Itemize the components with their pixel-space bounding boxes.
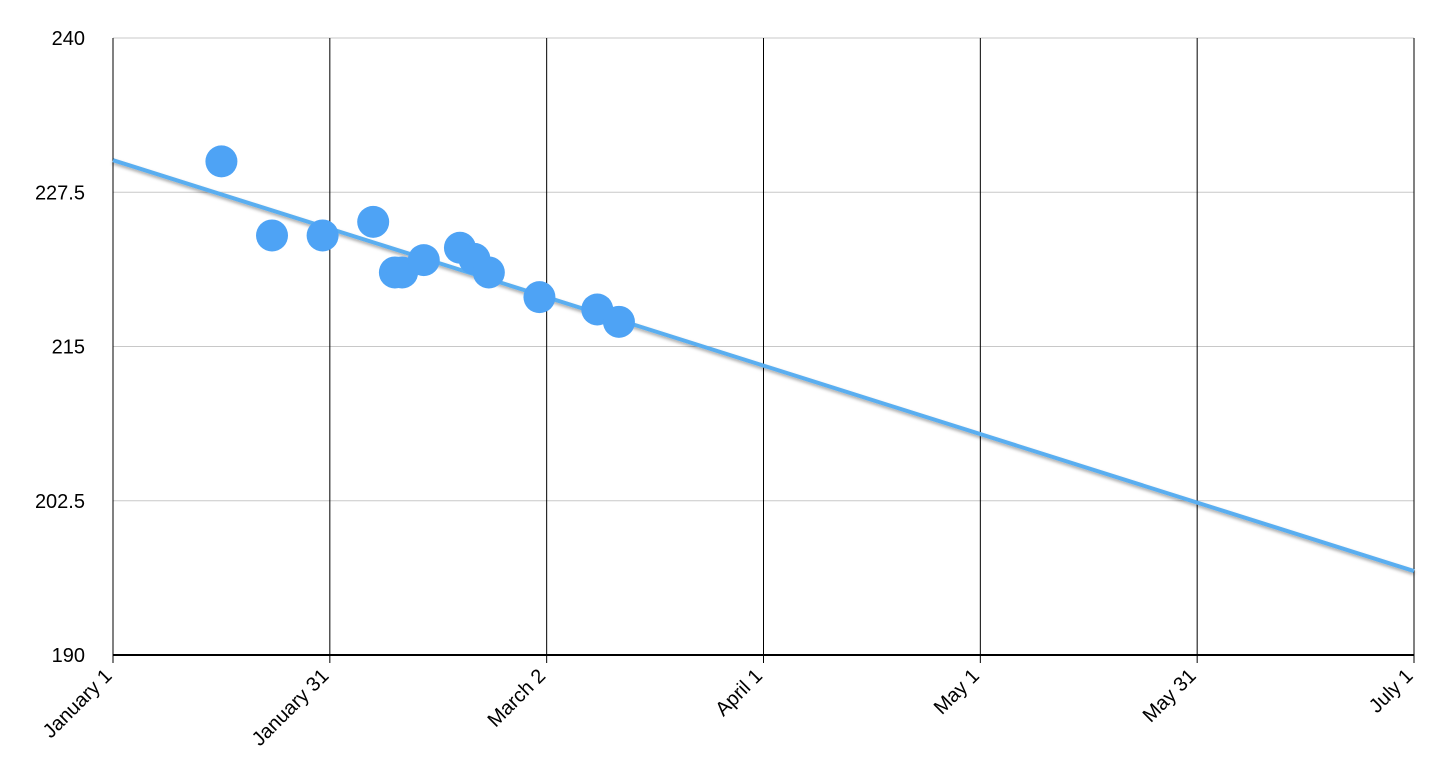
point: [357, 205, 390, 238]
x-tick-label: May 31: [1139, 665, 1201, 727]
point: [602, 305, 635, 338]
point: [256, 219, 289, 252]
x-tick-label: March 2: [484, 665, 551, 732]
y-tick-label: 240: [52, 28, 85, 50]
y-tick-label: 215: [52, 337, 85, 359]
x-tick-label: April 1: [711, 665, 767, 721]
point: [407, 244, 440, 277]
point: [306, 219, 339, 252]
point: [472, 256, 505, 289]
x-tick-label: May 1: [930, 665, 984, 719]
y-tick-label: 227.5: [35, 182, 85, 204]
y-tick-label: 202.5: [35, 491, 85, 513]
x-tick-label: January 31: [248, 665, 334, 751]
point: [205, 145, 238, 178]
x-tick-label: January 1: [39, 665, 117, 743]
x-tick-label: July 1: [1365, 665, 1418, 718]
y-tick-label: 190: [52, 645, 85, 667]
point: [523, 281, 556, 314]
